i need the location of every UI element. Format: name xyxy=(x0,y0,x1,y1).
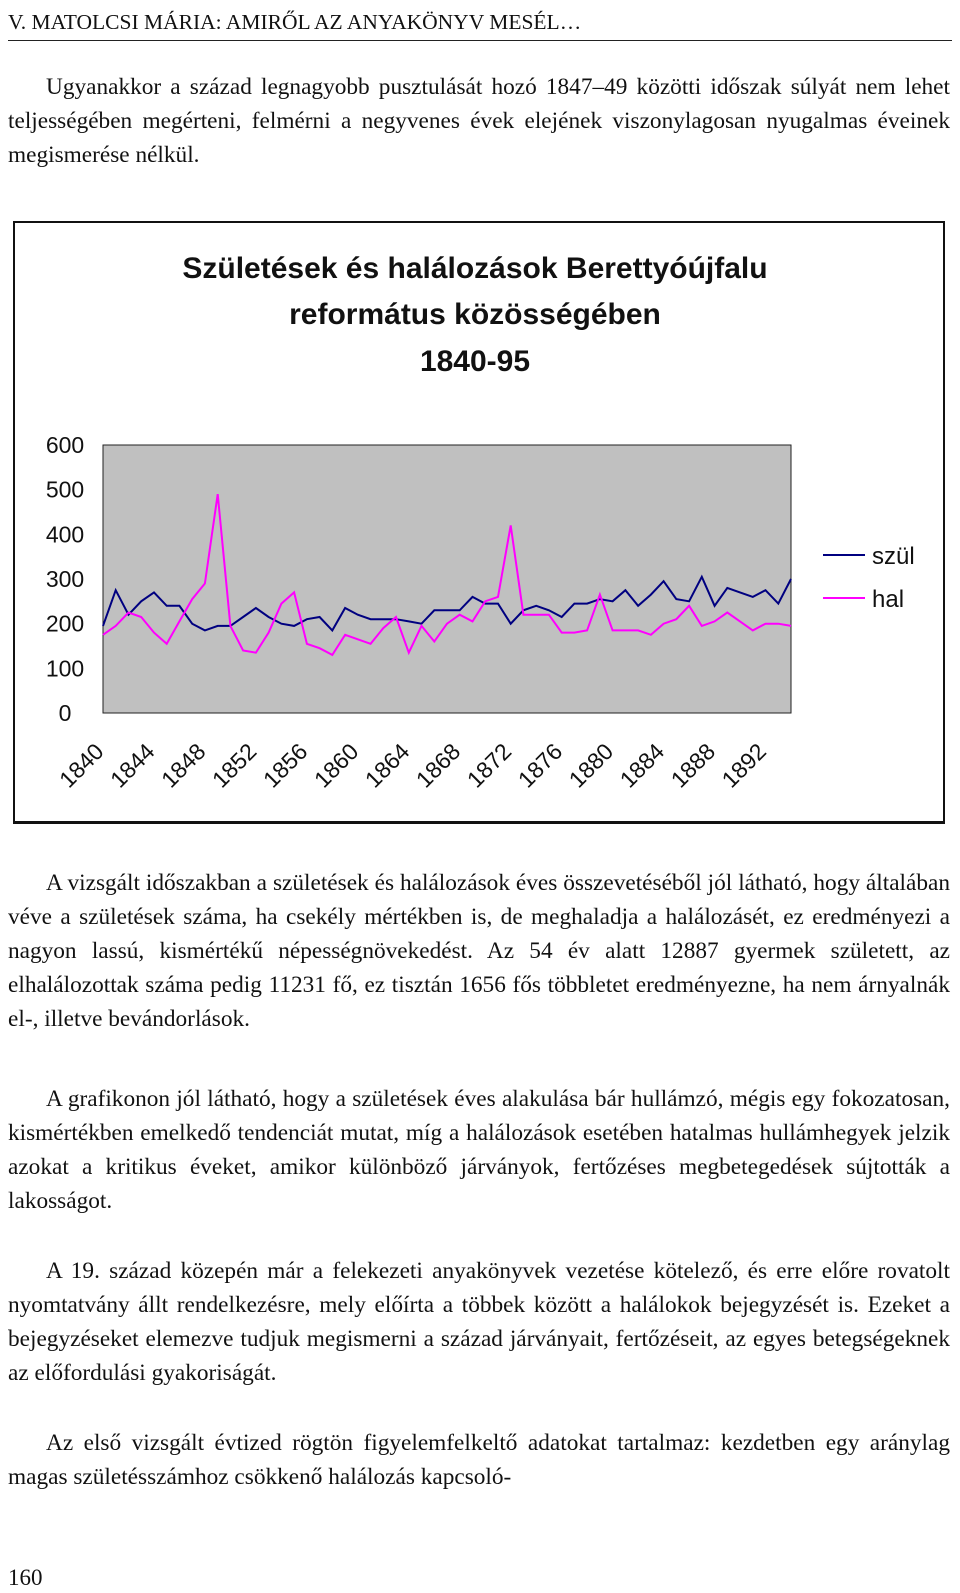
chart-frame: Születések és halálozások Berettyóújfalu… xyxy=(13,221,945,824)
paragraph-registers: A 19. század közepén már a felekezeti an… xyxy=(8,1258,950,1386)
chart-title-line-2: református közösségében xyxy=(289,298,661,331)
y-tick-label: 500 xyxy=(46,477,84,503)
chart-title-line-1: Születések és halálozások Berettyóújfalu xyxy=(182,252,767,285)
x-tick-label: 1884 xyxy=(615,738,670,793)
y-tick-label: 400 xyxy=(46,521,84,547)
paragraph-comparison: A vizsgált időszakban a születések és ha… xyxy=(8,870,950,1032)
x-tick-label: 1860 xyxy=(309,738,364,793)
x-tick-label: 1892 xyxy=(717,738,772,793)
series-line-szül xyxy=(102,574,792,633)
legend-label-hal: hal xyxy=(872,586,904,613)
y-tick-label: 100 xyxy=(46,655,84,681)
paragraph-trend: A grafikonon jól látható, hogy a születé… xyxy=(8,1086,950,1214)
x-tick-label: 1880 xyxy=(564,738,619,793)
chart-title-line-3: 1840-95 xyxy=(420,345,530,378)
x-tick-label: 1840 xyxy=(54,738,109,793)
x-tick-label: 1856 xyxy=(258,738,313,793)
y-tick-label: 200 xyxy=(46,611,84,637)
x-tick-label: 1868 xyxy=(411,738,466,793)
line-chart: Születések és halálozások Berettyóújfalu… xyxy=(46,252,915,793)
y-tick-label: 0 xyxy=(59,700,72,726)
x-axis: 1840184418481852185618601864186818721876… xyxy=(54,738,771,793)
page-number: 160 xyxy=(8,1565,43,1590)
series-lines xyxy=(102,493,792,657)
y-tick-label: 600 xyxy=(46,432,84,458)
x-tick-label: 1888 xyxy=(666,738,721,793)
series-line-hal xyxy=(102,493,792,657)
legend: szül hal xyxy=(823,543,915,613)
x-tick-label: 1864 xyxy=(360,738,415,793)
paragraph-first-decade: Az első vizsgált évtized rögtön figyelem… xyxy=(8,1430,950,1490)
paragraph-intro: Ugyanakkor a század legnagyobb pusztulás… xyxy=(8,74,950,168)
x-tick-label: 1876 xyxy=(513,738,568,793)
x-tick-label: 1852 xyxy=(207,738,262,793)
x-tick-label: 1872 xyxy=(462,738,517,793)
running-header: V. MATOLCSI MÁRIA: AMIRŐL AZ ANYAKÖNYV M… xyxy=(8,4,952,41)
plot-area xyxy=(102,444,792,714)
y-axis: 600 500 400 300 200 100 0 xyxy=(46,432,84,726)
x-tick-label: 1844 xyxy=(105,738,160,793)
legend-label-szül: szül xyxy=(872,543,915,570)
x-tick-label: 1848 xyxy=(156,738,211,793)
y-tick-label: 300 xyxy=(46,566,84,592)
